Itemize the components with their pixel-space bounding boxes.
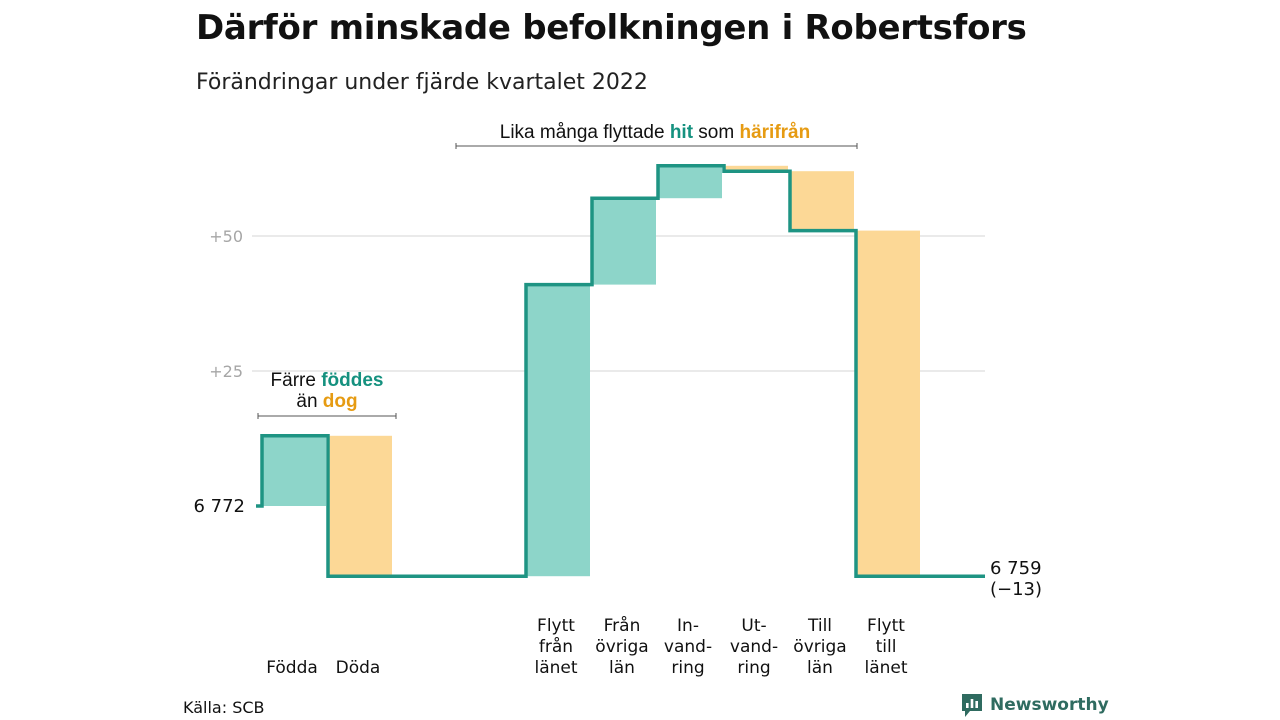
bar-chart-icon xyxy=(962,694,982,717)
waterfall-bar xyxy=(592,198,656,285)
start-value-label: 6 772 xyxy=(193,496,245,517)
category-label: Från xyxy=(604,615,641,636)
annotation-births-deaths-line1: Färre föddes xyxy=(271,370,384,391)
chart-title: Därför minskade befolkningen i Robertsfo… xyxy=(196,8,1027,48)
y-tick-label: +50 xyxy=(209,227,243,246)
waterfall-bar xyxy=(856,230,920,577)
category-label: ring xyxy=(737,658,770,678)
end-change-label: (−13) xyxy=(990,579,1042,600)
category-label: Döda xyxy=(336,658,381,678)
category-label: län xyxy=(609,658,635,678)
brand-name: Newsworthy xyxy=(990,695,1109,715)
waterfall-bar xyxy=(724,165,788,172)
end-value-label: 6 759 xyxy=(990,558,1042,579)
category-label: vand- xyxy=(664,637,712,657)
category-label: Ut- xyxy=(741,616,766,636)
category-label: övriga xyxy=(595,637,648,657)
category-label: länet xyxy=(864,658,907,678)
category-label: från xyxy=(539,636,573,657)
waterfall-bar xyxy=(526,284,590,577)
category-label: övriga xyxy=(793,637,846,657)
annotation-births-deaths-line2: än dog xyxy=(296,391,357,412)
annotation-bracket-migration xyxy=(455,143,858,149)
waterfall-bar xyxy=(328,435,392,577)
brand-logo: Newsworthy xyxy=(960,692,1109,718)
category-label: In- xyxy=(677,616,699,636)
waterfall-bar xyxy=(658,165,722,199)
waterfall-bar xyxy=(262,435,326,506)
category-label: ring xyxy=(671,658,704,678)
category-label: länet xyxy=(534,658,577,678)
waterfall-bar xyxy=(790,171,854,231)
y-tick-label: +25 xyxy=(209,362,243,381)
category-label: till xyxy=(876,637,897,657)
category-label: Flytt xyxy=(867,616,905,636)
category-label: Till xyxy=(807,616,832,636)
category-label: Födda xyxy=(266,658,318,678)
source-note: Källa: SCB xyxy=(183,698,265,717)
annotation-bracket-births-deaths xyxy=(257,413,397,419)
category-label: vand- xyxy=(730,637,778,657)
chart-subtitle: Förändringar under fjärde kvartalet 2022 xyxy=(196,70,648,95)
annotation-migration: Lika många flyttade hit som härifrån xyxy=(500,122,810,143)
category-label: län xyxy=(807,658,833,678)
category-label: Flytt xyxy=(537,616,575,636)
running-total-line xyxy=(256,164,985,578)
